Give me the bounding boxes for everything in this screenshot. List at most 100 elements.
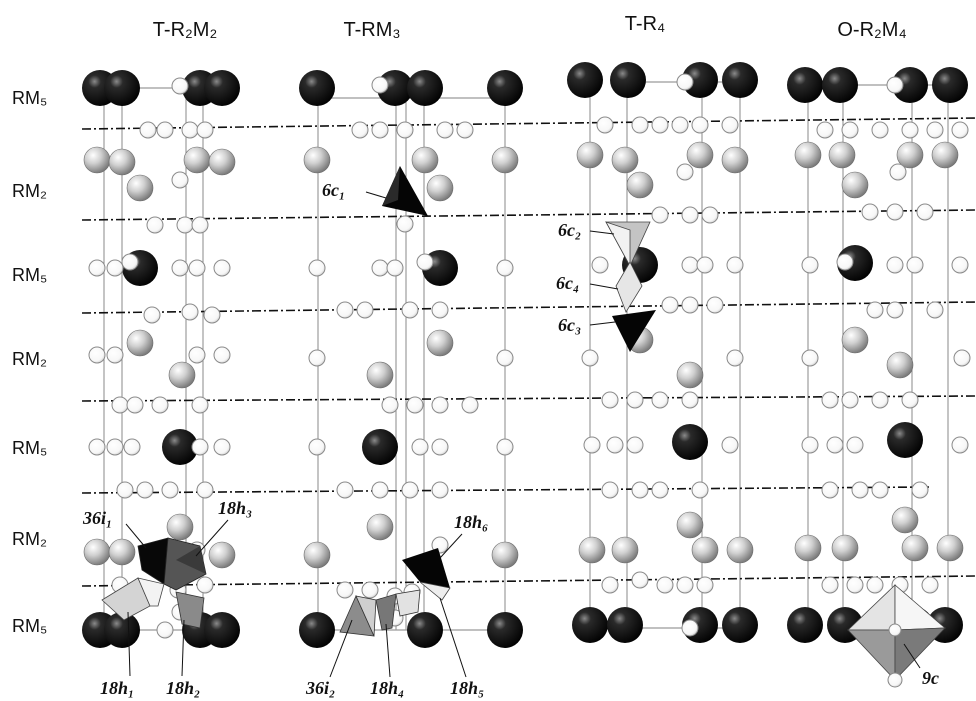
black-atom xyxy=(299,612,335,648)
layer-label: RM₅ xyxy=(12,265,47,285)
white-atom xyxy=(886,301,904,319)
layer-label: RM₅ xyxy=(12,438,47,458)
white-atom xyxy=(926,121,944,139)
white-atom xyxy=(601,576,619,594)
white-atom xyxy=(691,481,709,499)
white-atom xyxy=(906,256,924,274)
gray-atom xyxy=(208,541,236,569)
black-atom xyxy=(722,607,758,643)
leader-line xyxy=(589,321,616,326)
white-atom xyxy=(661,296,679,314)
white-atom xyxy=(111,396,129,414)
polyhedron-18h4 xyxy=(375,593,397,631)
polyhedron-face xyxy=(355,595,377,637)
white-atom xyxy=(926,301,944,319)
polyhedron-face xyxy=(137,577,165,607)
site-label-6c2: 6c₂ xyxy=(558,220,581,240)
polyhedron-18h2 xyxy=(175,591,205,629)
white-atom xyxy=(626,436,644,454)
gray-atom xyxy=(426,329,454,357)
gray-atom xyxy=(108,538,136,566)
leader-line xyxy=(589,283,619,290)
white-atom xyxy=(181,303,199,321)
white-atom xyxy=(203,306,221,324)
white-atom xyxy=(606,436,624,454)
white-atom xyxy=(213,438,231,456)
white-atom xyxy=(151,396,169,414)
white-atom xyxy=(88,346,106,364)
white-atom xyxy=(356,301,374,319)
gray-atom xyxy=(491,146,519,174)
white-atom xyxy=(196,576,214,594)
site-label-18h2: 18h₂ xyxy=(166,678,200,698)
gray-atom xyxy=(108,148,136,176)
white-atom xyxy=(308,259,326,277)
white-atom xyxy=(188,259,206,277)
gray-atom xyxy=(886,351,914,379)
black-atom xyxy=(362,429,398,465)
column-titles: T-R₂M₂ T-RM₃ T-R₄ O-R₂M₄ xyxy=(153,13,907,41)
leader-line xyxy=(329,619,353,678)
site-labels: 36i₁ 18h₃ 18h₁ 18h₂ 6c₁ 18h₆ 36i₂ 18h₄ 1… xyxy=(82,180,939,698)
gray-atom xyxy=(896,141,924,169)
leader-line xyxy=(385,623,391,678)
white-atom xyxy=(143,306,161,324)
black-atom xyxy=(407,70,443,106)
layer-label: RM₂ xyxy=(12,181,47,201)
black-atom xyxy=(407,612,443,648)
white-atom xyxy=(196,481,214,499)
black-atom xyxy=(572,607,608,643)
gray-atom xyxy=(931,141,959,169)
white-atom xyxy=(371,76,389,94)
gray-atom xyxy=(491,541,519,569)
white-atom xyxy=(681,256,699,274)
white-atom xyxy=(826,436,844,454)
white-atom xyxy=(696,576,714,594)
gray-atom xyxy=(828,141,856,169)
black-atom xyxy=(487,70,523,106)
white-atom xyxy=(401,481,419,499)
white-atom xyxy=(431,301,449,319)
gray-atom xyxy=(611,536,639,564)
polyhedron-face xyxy=(605,221,631,267)
white-atom xyxy=(371,481,389,499)
polyhedron-face xyxy=(847,629,896,682)
white-atom xyxy=(496,349,514,367)
polyhedron-6c1 xyxy=(382,166,428,216)
white-atom xyxy=(308,349,326,367)
leader-line xyxy=(125,523,147,549)
layer-labels: RM₅ RM₂ RM₅ RM₂ RM₅ RM₂ RM₅ xyxy=(12,88,47,636)
gray-atom xyxy=(83,538,111,566)
layer-boundary xyxy=(81,395,976,402)
leader-line xyxy=(439,597,467,678)
black-atom xyxy=(932,67,968,103)
white-atom xyxy=(88,438,106,456)
white-atom xyxy=(121,253,139,271)
white-atom xyxy=(651,206,669,224)
polyhedron-18h6 xyxy=(402,548,450,588)
white-atom xyxy=(386,259,404,277)
site-label-6c4: 6c₄ xyxy=(556,273,579,293)
black-atom xyxy=(162,429,198,465)
black-atom xyxy=(104,612,140,648)
layer-boundary xyxy=(81,486,931,494)
white-atom xyxy=(651,481,669,499)
white-atom xyxy=(191,216,209,234)
white-atom xyxy=(171,77,189,95)
white-atom xyxy=(181,121,199,139)
site-label-18h1: 18h₁ xyxy=(100,678,134,698)
white-atom xyxy=(88,259,106,277)
site-label-18h4: 18h₄ xyxy=(370,678,404,698)
white-atom xyxy=(951,256,969,274)
white-atom xyxy=(889,163,907,181)
white-atom xyxy=(336,481,354,499)
layer-label: RM₅ xyxy=(12,616,47,636)
black-atom xyxy=(822,67,858,103)
white-atom xyxy=(171,259,189,277)
white-atom xyxy=(816,121,834,139)
atoms-o-r2m4 xyxy=(787,67,971,643)
gray-atom xyxy=(901,534,929,562)
layer-boundaries xyxy=(81,117,976,587)
white-atom xyxy=(581,349,599,367)
